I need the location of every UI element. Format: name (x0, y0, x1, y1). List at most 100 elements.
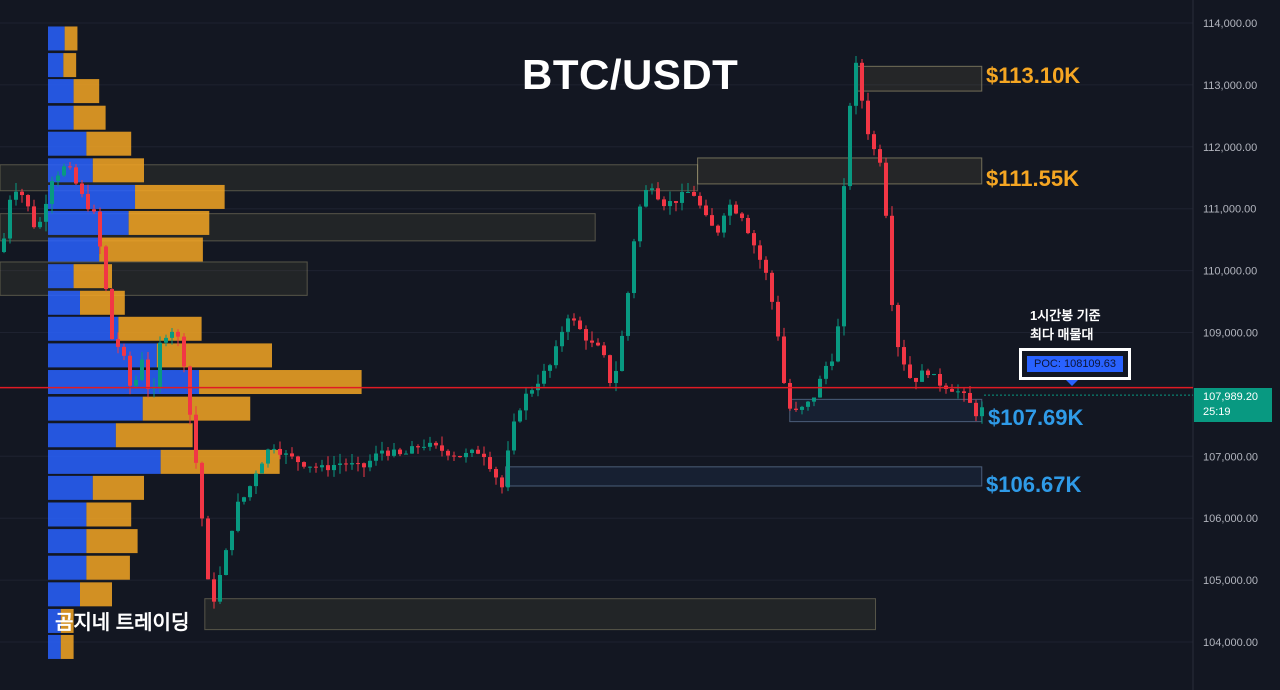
candle-body (770, 272, 774, 302)
candle-body (374, 453, 378, 461)
candle-body (20, 191, 24, 196)
candle-body (956, 391, 960, 393)
candle-body (230, 530, 234, 551)
candle-body (110, 289, 114, 340)
candle-body (44, 203, 48, 222)
candle-body (206, 518, 210, 580)
candle-body (926, 370, 930, 376)
candle-body (584, 329, 588, 341)
candle-body (272, 448, 276, 450)
candle-body (716, 225, 720, 233)
candle-body (62, 166, 66, 176)
candle-body (128, 355, 132, 386)
candle-body (962, 391, 966, 393)
candle-body (968, 392, 972, 403)
candle-body (386, 450, 390, 456)
candle-body (884, 162, 888, 216)
profile-bar-down (156, 343, 272, 368)
candle-body (434, 442, 438, 446)
axis-tick-label: 106,000.00 (1203, 513, 1258, 525)
profile-bar-up (48, 184, 136, 209)
candle-body (830, 361, 834, 366)
candle-body (806, 401, 810, 407)
profile-bar-down (86, 502, 132, 527)
level-label-113k: $113.10K (986, 63, 1081, 88)
level-zone-resistance (854, 65, 983, 92)
candle-body (164, 337, 168, 343)
candle-body (248, 486, 252, 498)
candle-body (674, 201, 678, 203)
candle-body (734, 204, 738, 214)
candle-body (686, 191, 690, 193)
candle-body (134, 379, 138, 386)
axis-tick-label: 104,000.00 (1203, 637, 1258, 649)
candle-body (380, 450, 384, 454)
profile-bar-up (48, 131, 87, 156)
level-label-107k: $107.69K (988, 405, 1084, 430)
candle-body (26, 195, 30, 207)
candle-body (320, 465, 324, 468)
candle-body (812, 397, 816, 402)
profile-bar-down (80, 290, 125, 315)
profile-bar-down (99, 237, 203, 262)
poc-annotation: 1시간봉 기준 최다 매물대 (1030, 306, 1101, 344)
axis-tick-label: 113,000.00 (1203, 80, 1257, 92)
candle-body (518, 410, 522, 422)
candle-body (764, 259, 768, 273)
candle-body (632, 241, 636, 294)
candle-body (728, 204, 732, 216)
profile-bar-up (48, 26, 65, 51)
candle-body (188, 366, 192, 415)
current-price-value: 107,989.20 (1203, 391, 1259, 403)
candle-body (284, 453, 288, 455)
profile-bar-up (48, 370, 200, 395)
candle-body (398, 449, 402, 455)
candle-body (560, 331, 564, 347)
level-label-111k: $111.55K (986, 166, 1079, 191)
candle-body (368, 460, 372, 468)
candle-body (914, 377, 918, 382)
candle-body (572, 318, 576, 321)
level-label-106k: $106.67K (986, 472, 1082, 497)
candle-body (50, 181, 54, 204)
candle-body (578, 320, 582, 330)
candle-body (548, 365, 552, 371)
profile-bar-up (48, 158, 93, 183)
candle-body (38, 221, 42, 228)
candle-body (746, 217, 750, 234)
profile-bar-down (64, 26, 78, 51)
candle-body (836, 326, 840, 362)
candle-body (542, 370, 546, 384)
candle-body (680, 192, 684, 203)
candle-body (974, 402, 978, 417)
candle-body (32, 206, 36, 228)
axis-tick-label: 112,000.00 (1203, 142, 1257, 154)
profile-bar-down (80, 582, 112, 607)
candle-body (614, 370, 618, 384)
candle-body (488, 457, 492, 470)
zone-box (204, 598, 877, 631)
profile-bar-up (48, 290, 80, 315)
candle-body (302, 462, 306, 467)
brand-watermark: 곰지네 트레이딩 (55, 612, 190, 634)
candle-body (14, 191, 18, 200)
candle-body (200, 462, 204, 519)
candle-body (704, 205, 708, 216)
candle-body (878, 149, 882, 163)
candle-body (938, 373, 942, 386)
candle-body (920, 370, 924, 382)
candle-body (500, 477, 504, 488)
profile-bar-up (48, 529, 87, 554)
profile-bar-up (48, 555, 87, 580)
profile-bar-down (63, 53, 77, 78)
profile-bar-down (73, 79, 100, 104)
candle-body (722, 215, 726, 233)
candle-body (122, 346, 126, 356)
candle-body (260, 463, 264, 474)
profile-bar-up (48, 237, 100, 262)
candle-body (92, 209, 96, 212)
candle-body (170, 331, 174, 338)
candle-body (404, 453, 408, 455)
candle-body (668, 201, 672, 207)
